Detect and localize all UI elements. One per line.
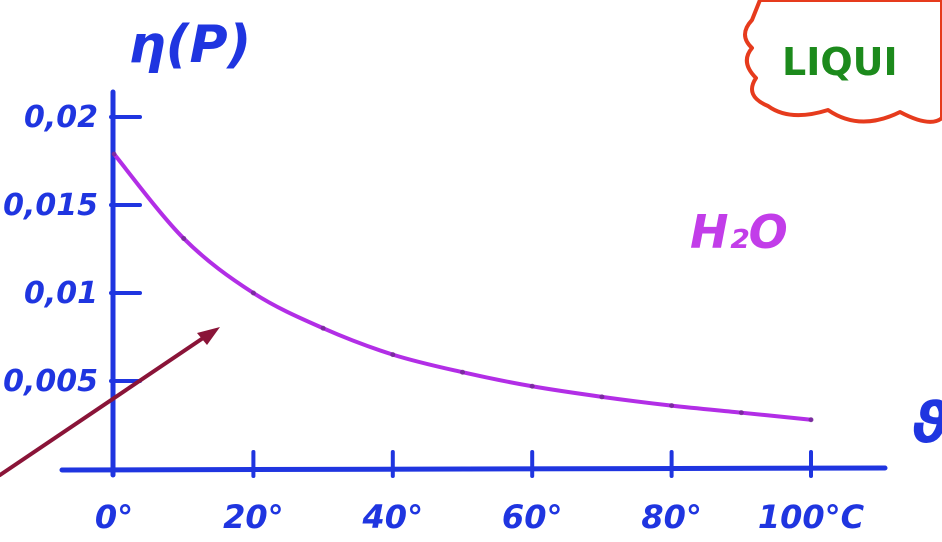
sticker-shape: [743, 0, 942, 124]
y-tick-label-2: 0,01: [24, 276, 98, 311]
data-point-1: [181, 235, 187, 241]
annotation-arrowhead: [197, 327, 220, 345]
x-tick-label-2: 40°: [362, 498, 424, 536]
x-tick-label-1: 20°: [223, 498, 284, 536]
annotation-arrow-line: [0, 330, 214, 477]
sticker-text: LIQUI: [782, 40, 898, 84]
data-point-9: [738, 410, 744, 416]
x-tick-label-0: 0°: [95, 498, 133, 536]
x-axis-label: ϑ: [912, 391, 942, 456]
data-point-2: [250, 290, 256, 296]
data-point-10: [808, 417, 814, 423]
x-tick-label-4: 80°: [641, 498, 702, 536]
x-tick-label-3: 60°: [502, 498, 563, 536]
data-point-4: [390, 352, 396, 358]
data-point-6: [529, 383, 535, 389]
data-point-5: [460, 369, 465, 375]
y-tick-label-0: 0,02: [24, 100, 98, 135]
series-line-h2o: [112, 151, 813, 422]
data-point-0: [111, 151, 117, 157]
x-tick-label-5: 100°C: [758, 498, 865, 536]
series-label-h2o: H₂O: [690, 205, 788, 259]
data-point-7: [599, 394, 605, 400]
data-point-3: [320, 325, 326, 331]
y-tick-label-1: 0,015: [3, 188, 98, 223]
y-axis-label: η(P): [129, 15, 252, 75]
y-tick-label-3: 0,005: [3, 364, 98, 399]
data-point-8: [669, 403, 675, 409]
x-axis-line: [59, 465, 888, 473]
